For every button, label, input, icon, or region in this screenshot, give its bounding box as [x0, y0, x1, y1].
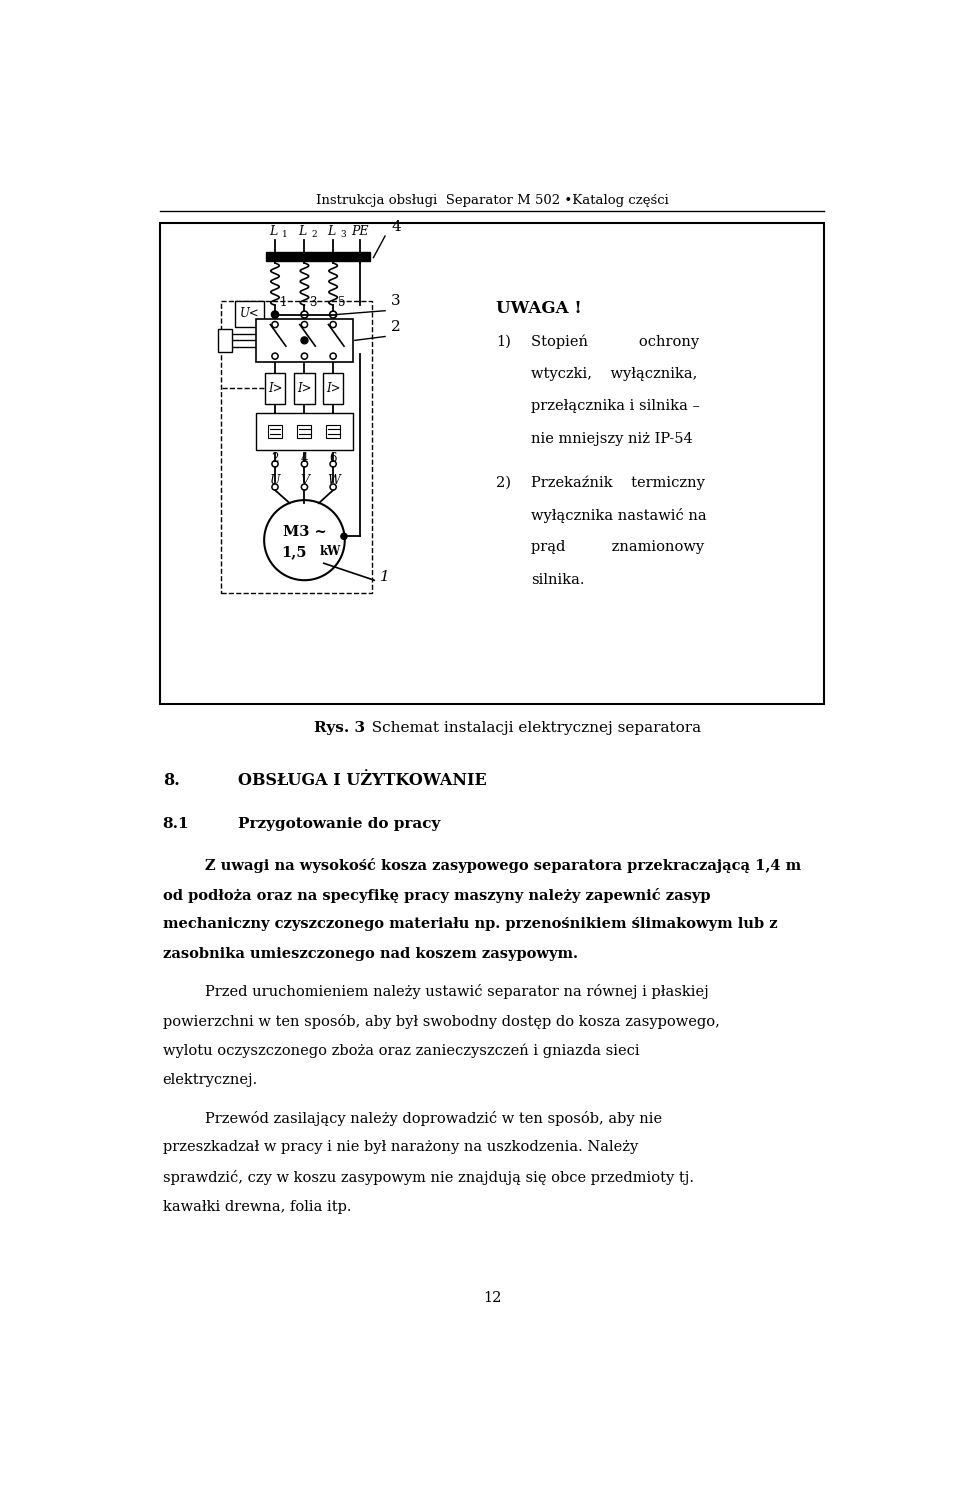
Text: 1): 1) — [496, 334, 511, 349]
Bar — [255, 319, 352, 361]
Text: Stopień           ochrony: Stopień ochrony — [531, 334, 699, 349]
Text: powierzchni w ten sposób, aby był swobodny dostęp do kosza zasypowego,: powierzchni w ten sposób, aby był swobod… — [162, 1015, 719, 1029]
Text: I>: I> — [298, 382, 312, 395]
Circle shape — [264, 500, 345, 580]
Text: 8.1: 8.1 — [162, 818, 189, 831]
Text: wyłącznika nastawić na: wyłącznika nastawić na — [531, 507, 707, 522]
Text: elektrycznej.: elektrycznej. — [162, 1073, 258, 1088]
Text: Rys. 3: Rys. 3 — [314, 721, 365, 736]
Text: przeszkadzał w pracy i nie był narażony na uszkodzenia. Należy: przeszkadzał w pracy i nie był narażony … — [162, 1140, 637, 1155]
Text: silnika.: silnika. — [531, 573, 585, 586]
Text: U<: U< — [240, 307, 259, 321]
Text: V: V — [300, 474, 309, 486]
Text: wylotu oczyszczonego zboża oraz zanieczyszczeń i gniazda sieci: wylotu oczyszczonego zboża oraz zanieczy… — [162, 1044, 639, 1058]
Text: 1,5: 1,5 — [281, 545, 307, 558]
Text: kW: kW — [320, 545, 342, 558]
Text: Przygotowanie do pracy: Przygotowanie do pracy — [238, 818, 441, 831]
Text: mechaniczny czyszczonego materiału np. przenośnikiem ślimakowym lub z: mechaniczny czyszczonego materiału np. p… — [162, 918, 778, 931]
Text: 5: 5 — [338, 297, 346, 309]
Text: 2: 2 — [392, 321, 401, 334]
Text: nie mniejszy niż IP-54: nie mniejszy niż IP-54 — [531, 431, 692, 446]
Text: PE: PE — [351, 225, 369, 239]
Text: I>: I> — [268, 382, 282, 395]
Text: I>: I> — [325, 382, 341, 395]
Text: 1: 1 — [282, 230, 288, 239]
Bar — [265, 373, 285, 404]
Bar — [221, 301, 372, 592]
Text: wtyczki,    wyłącznika,: wtyczki, wyłącznika, — [531, 367, 697, 380]
Bar — [160, 222, 824, 704]
Text: Z uwagi na wysokość kosza zasypowego separatora przekraczającą 1,4 m: Z uwagi na wysokość kosza zasypowego sep… — [205, 858, 802, 873]
Circle shape — [301, 337, 308, 343]
Bar — [295, 373, 315, 404]
Text: zasobnika umieszczonego nad koszem zasypowym.: zasobnika umieszczonego nad koszem zasyp… — [162, 947, 578, 961]
Text: przełącznika i silnika –: przełącznika i silnika – — [531, 400, 700, 413]
Bar — [326, 425, 340, 437]
Bar — [324, 373, 344, 404]
Bar — [234, 301, 264, 327]
Text: prąd          znamionowy: prąd znamionowy — [531, 540, 704, 554]
Circle shape — [341, 533, 348, 540]
Text: 1: 1 — [380, 570, 390, 585]
Bar — [219, 328, 232, 352]
Text: 2: 2 — [272, 452, 278, 466]
Text: Przed uruchomieniem należy ustawić separator na równej i płaskiej: Przed uruchomieniem należy ustawić separ… — [205, 985, 709, 1000]
Bar — [266, 252, 370, 261]
Text: 2: 2 — [311, 230, 317, 239]
Bar — [268, 425, 282, 437]
Text: L: L — [269, 225, 281, 239]
Text: U: U — [270, 474, 280, 486]
Text: L: L — [299, 225, 311, 239]
Text: UWAGA !: UWAGA ! — [496, 300, 582, 316]
Text: Instrukcja obsługi  Separator M 502 •Katalog części: Instrukcja obsługi Separator M 502 •Kata… — [316, 194, 668, 207]
Text: 1: 1 — [279, 297, 287, 309]
Text: Przewód zasilający należy doprowadzić w ten sposób, aby nie: Przewód zasilający należy doprowadzić w … — [205, 1110, 662, 1126]
Text: L: L — [327, 225, 339, 239]
Text: OBSŁUGA I UŻYTKOWANIE: OBSŁUGA I UŻYTKOWANIE — [238, 771, 487, 789]
Text: sprawdzić, czy w koszu zasypowym nie znajdują się obce przedmioty tj.: sprawdzić, czy w koszu zasypowym nie zna… — [162, 1170, 694, 1185]
Text: 6: 6 — [329, 452, 337, 466]
Text: 12: 12 — [483, 1291, 501, 1306]
Circle shape — [272, 312, 278, 318]
Text: 4: 4 — [392, 221, 401, 234]
Text: Przekaźnik    termiczny: Przekaźnik termiczny — [531, 476, 705, 489]
Text: Schemat instalacji elektrycznej separatora: Schemat instalacji elektrycznej separato… — [362, 721, 701, 736]
Text: 8.: 8. — [162, 771, 180, 789]
Text: od podłoża oraz na specyfikę pracy maszyny należy zapewnić zasyp: od podłoża oraz na specyfikę pracy maszy… — [162, 888, 710, 903]
Text: 3: 3 — [392, 294, 401, 309]
Text: 3: 3 — [340, 230, 346, 239]
Text: 4: 4 — [300, 452, 308, 466]
Text: W: W — [326, 474, 340, 486]
Bar — [298, 425, 311, 437]
Text: 2): 2) — [496, 476, 511, 489]
Text: 3: 3 — [309, 297, 317, 309]
Bar — [255, 413, 352, 451]
Text: M3 ~: M3 ~ — [282, 525, 326, 540]
Text: kawałki drewna, folia itp.: kawałki drewna, folia itp. — [162, 1200, 351, 1213]
